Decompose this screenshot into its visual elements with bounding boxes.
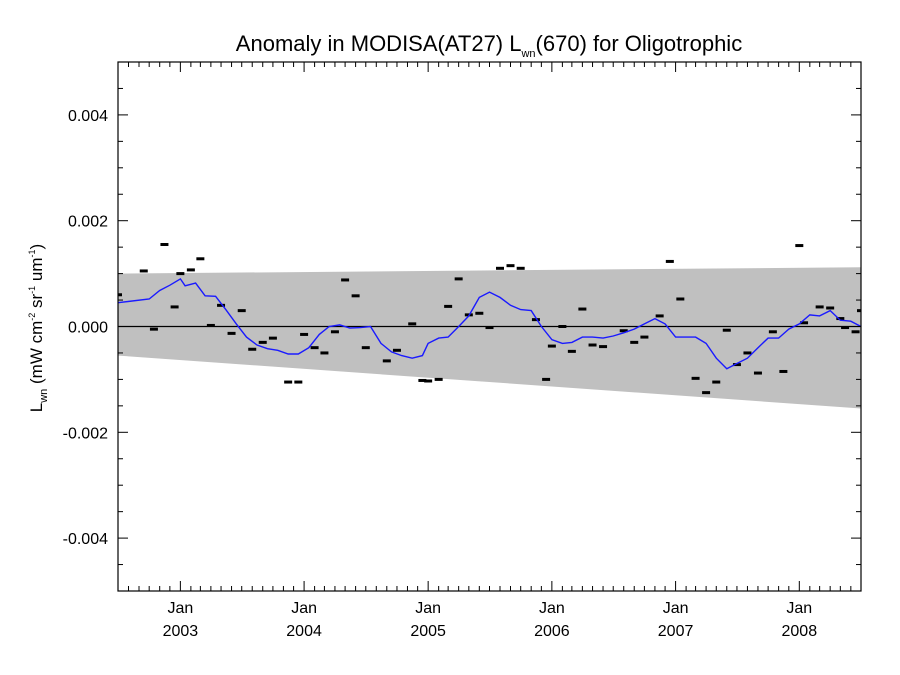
y-axis-label: Lwn (mW cm-2 sr-1 um-1) (27, 244, 50, 412)
chart-title-suffix: (670) for Oligotrophic (536, 31, 743, 56)
y-axis-label-main: L (27, 403, 46, 412)
chart-title-subscript: wn (520, 48, 535, 60)
chart-title: Anomaly in MODISA(AT27) Lwn(670) for Oli… (236, 31, 742, 60)
y-tick-label-0: -0.004 (63, 531, 108, 548)
y-axis-label-units-c: um (27, 257, 46, 285)
y-axis-label-units-a: (mW cm (27, 321, 46, 389)
y-axis-label-units-d: ) (27, 244, 46, 250)
y-axis-label-exp-b: -1 (27, 286, 37, 294)
y-axis-label-exp-c: -1 (27, 249, 37, 257)
x-tick-month-3: Jan (539, 600, 565, 617)
x-tick-month-5: Jan (786, 600, 812, 617)
y-tick-label-1: -0.002 (63, 425, 108, 442)
y-axis-label-exp-a: -2 (27, 313, 37, 321)
x-tick-year-0: 2003 (163, 623, 199, 640)
x-tick-year-5: 2008 (782, 623, 818, 640)
x-tick-month-0: Jan (167, 600, 193, 617)
x-tick-year-4: 2007 (658, 623, 694, 640)
plot-frame (117, 61, 862, 592)
y-axis-label-units-b: sr (27, 293, 46, 312)
x-tick-month-2: Jan (415, 600, 441, 617)
y-axis-label-sub: wn (38, 389, 50, 404)
y-tick-label-4: 0.004 (68, 108, 108, 125)
x-tick-year-3: 2006 (534, 623, 570, 640)
x-tick-year-1: 2004 (286, 623, 322, 640)
x-tick-year-2: 2005 (410, 623, 446, 640)
y-tick-label-3: 0.002 (68, 214, 108, 231)
x-tick-month-4: Jan (663, 600, 689, 617)
confidence-band (118, 267, 861, 409)
series-line-1 (118, 277, 861, 370)
x-tick-month-1: Jan (291, 600, 317, 617)
y-tick-label-2: 0.000 (68, 320, 108, 337)
chart-title-prefix: Anomaly in MODISA(AT27) L (236, 31, 522, 56)
plot-area: -0.004 -0.002 0.000 0.002 0.004 Jan 2003 Jan 200… (63, 61, 862, 640)
